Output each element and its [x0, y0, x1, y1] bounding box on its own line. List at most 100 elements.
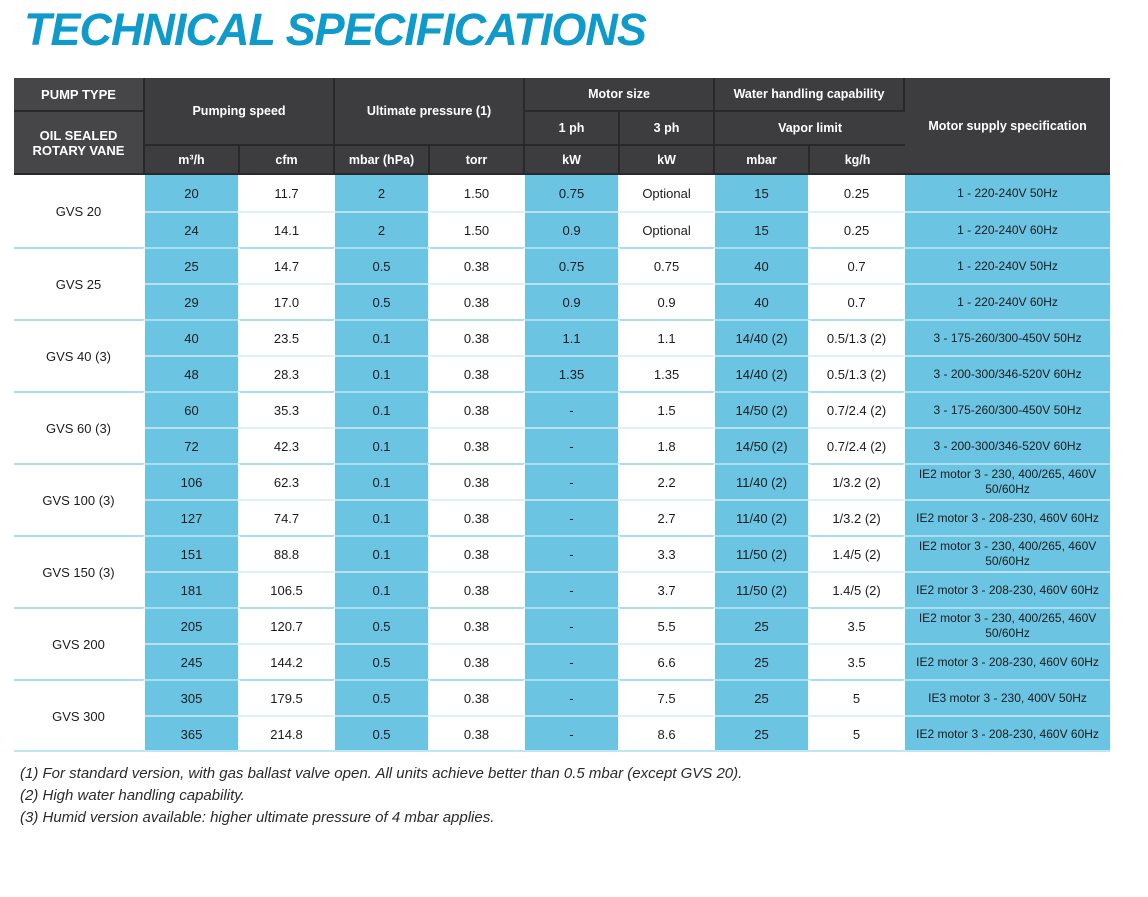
table-cell: 15: [715, 175, 811, 211]
pump-type-cell: GVS 150 (3): [14, 535, 145, 607]
table-cell: IE2 motor 3 - 208-230, 460V 60Hz: [905, 499, 1111, 535]
table-cell: 2: [335, 175, 431, 211]
table-cell: 144.2: [240, 643, 336, 679]
table-cell: 0.5: [335, 247, 431, 283]
table-cell: 1.35: [620, 355, 716, 391]
table-cell: 0.5: [335, 283, 431, 319]
table-cell: 0.1: [335, 355, 431, 391]
table-cell: 0.38: [430, 427, 526, 463]
table-cell: 0.75: [620, 247, 716, 283]
table-cell: 11/40 (2): [715, 463, 811, 499]
table-cell: 25: [715, 607, 811, 643]
table-cell: 8.6: [620, 715, 716, 751]
table-cell: 5: [810, 715, 906, 751]
table-cell: 120.7: [240, 607, 336, 643]
pump-type-cell: GVS 100 (3): [14, 463, 145, 535]
table-cell: 14/50 (2): [715, 391, 811, 427]
header-row-1: PUMP TYPE Pumping speed Ultimate pressur…: [14, 78, 1111, 175]
table-cell: 11/50 (2): [715, 571, 811, 607]
table-cell: 3 - 200-300/346-520V 60Hz: [905, 355, 1111, 391]
table-cell: 0.9: [525, 211, 621, 247]
footnote-3: (3) Humid version available: higher ulti…: [20, 809, 495, 826]
table-cell: 1.8: [620, 427, 716, 463]
table-cell: 0.38: [430, 607, 526, 643]
table-cell: 205: [145, 607, 240, 643]
table-cell: 3.3: [620, 535, 716, 571]
table-cell: Optional: [620, 175, 716, 211]
table-row: 48 28.3 0.1 0.38 1.35 1.35 14/40 (2) 0.5/1.3 (2…: [14, 355, 1111, 391]
table-row: 245 144.2 0.5 0.38-6.6 25 3.5 IE2 motor 3 - 20…: [14, 643, 1111, 679]
table-cell: 0.38: [430, 715, 526, 751]
table-cell: 11.7: [240, 175, 336, 211]
table-cell: 0.38: [430, 391, 526, 427]
table-cell: 3.5: [810, 643, 906, 679]
table-cell: 179.5: [240, 679, 336, 715]
table-cell: 365: [145, 715, 240, 751]
header-row-2: OIL SEALED ROTARY VANE 1 ph 3 ph Vapor l…: [14, 112, 1110, 175]
pump-type-cell: GVS 20: [14, 175, 145, 247]
table-cell: 14/40 (2): [715, 355, 811, 391]
table-cell: 151: [145, 535, 240, 571]
header-row-units: m³/h cfm mbar (hPa) torr kW kW mbar kg/h: [14, 146, 1110, 175]
table-cell: 106: [145, 463, 240, 499]
table-cell: 1 - 220-240V 50Hz: [905, 247, 1111, 283]
table-row: 29 17.0 0.5 0.38 0.9 0.9 40 0.7 1 - 220-240V 60H…: [14, 283, 1111, 319]
unit-m3h: m³/h: [145, 146, 240, 175]
table-cell: 25: [715, 715, 811, 751]
table-cell: 1.35: [525, 355, 621, 391]
table-cell: 0.5/1.3 (2): [810, 319, 906, 355]
table-cell: -: [525, 571, 621, 607]
unit-torr: torr: [430, 146, 526, 175]
table-cell: 0.5: [335, 679, 431, 715]
table-cell: 0.75: [525, 175, 621, 211]
table-cell: IE2 motor 3 - 208-230, 460V 60Hz: [905, 715, 1111, 751]
table-cell: IE2 motor 3 - 230, 400/265, 460V 50/60Hz: [905, 463, 1111, 499]
header-motor-supply: Motor supply specification: [905, 78, 1111, 175]
table-header: PUMP TYPE Pumping speed Ultimate pressur…: [14, 78, 1111, 175]
table-cell: 0.38: [430, 355, 526, 391]
table-cell: 3 - 175-260/300-450V 50Hz: [905, 391, 1111, 427]
table-cell: 0.1: [335, 535, 431, 571]
table-cell: 0.5/1.3 (2): [810, 355, 906, 391]
table-cell: 23.5: [240, 319, 336, 355]
table-cell: 0.5: [335, 715, 431, 751]
table-cell: 0.25: [810, 211, 906, 247]
table-row: GVS 100 (3) 106 62.3 0.1 0.38-2.2 11/40 (2) 1/…: [14, 463, 1111, 535]
table-cell: 88.8: [240, 535, 336, 571]
table-cell: 0.25: [810, 175, 906, 211]
table-row: 181 106.5 0.1 0.38-3.7 11/50 (2) 1.4/5 (2) IE2…: [14, 571, 1111, 607]
header-3ph: 3 ph: [620, 112, 716, 146]
table-cell: 25: [145, 247, 240, 283]
table-cell: -: [525, 643, 621, 679]
table-cell: IE3 motor 3 - 230, 400V 50Hz: [905, 679, 1111, 715]
table-row: GVS 150 (3) 151 88.8 0.1 0.38-3.3 11/50 (2) 1.…: [14, 535, 1111, 607]
table-row: GVS 40 (3) 40 23.5 0.1 0.38 1.1 1.1 14/40 (2) 0.…: [14, 319, 1111, 391]
table-cell: 25: [715, 679, 811, 715]
table-cell: 3.7: [620, 571, 716, 607]
table-cell: 1.4/5 (2): [810, 535, 906, 571]
table-cell: 0.1: [335, 319, 431, 355]
table-row: GVS 60 (3) 60 35.3 0.1 0.38-1.5 14/50 (2) 0.7/…: [14, 391, 1111, 463]
table-cell: 72: [145, 427, 240, 463]
page-title: TECHNICAL SPECIFICATIONS: [24, 4, 647, 55]
table-cell: 14/50 (2): [715, 427, 811, 463]
table-cell: 6.6: [620, 643, 716, 679]
table-cell: 48: [145, 355, 240, 391]
table-row: 127 74.7 0.1 0.38-2.7 11/40 (2) 1/3.2 (2) IE2 …: [14, 499, 1111, 535]
table-cell: 0.5: [335, 607, 431, 643]
header-pump-subtype: OIL SEALED ROTARY VANE: [14, 112, 145, 175]
table-cell: 0.1: [335, 391, 431, 427]
table-cell: 17.0: [240, 283, 336, 319]
table-cell: 11/50 (2): [715, 535, 811, 571]
table-cell: 0.38: [430, 643, 526, 679]
table-body: GVS 20 20 11.7 2 1.50 0.75 Optional 15 0.25 1 - 2…: [14, 175, 1111, 751]
table-cell: 1.50: [430, 211, 526, 247]
footnote-2: (2) High water handling capability.: [20, 787, 245, 804]
table-bottom-border: [14, 750, 1110, 752]
table-cell: 2.2: [620, 463, 716, 499]
table-cell: 1.4/5 (2): [810, 571, 906, 607]
header-motor-size: Motor size: [525, 78, 716, 112]
table-cell: 0.9: [525, 283, 621, 319]
unit-mbar: mbar: [715, 146, 811, 175]
table-cell: 60: [145, 391, 240, 427]
